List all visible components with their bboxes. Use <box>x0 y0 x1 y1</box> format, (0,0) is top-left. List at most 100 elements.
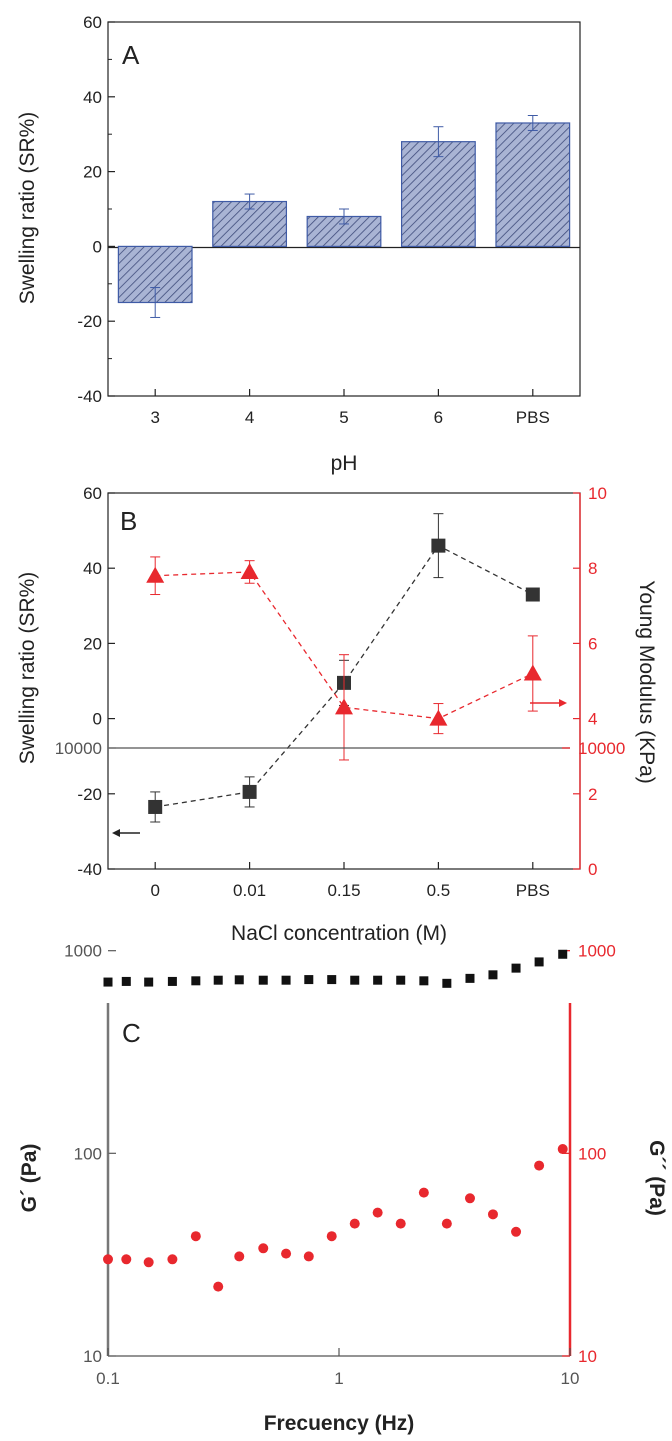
g-double-prime-point <box>281 1248 292 1259</box>
y-tick-label: 10 <box>83 1347 102 1366</box>
g-double-prime-point <box>258 1243 269 1254</box>
g-prime-point <box>191 976 201 986</box>
left-axis-arrow <box>112 829 140 837</box>
x-tick-label: 0.15 <box>327 881 360 900</box>
panel-c: C G´ (Pa) G´´ (Pa) Frecuency (Hz) 101001… <box>18 739 668 1435</box>
x-tick-label: 3 <box>150 408 159 427</box>
g-prime-point <box>144 977 154 987</box>
y-right-tick-label: 100 <box>578 1144 606 1163</box>
panel-c-y-title: G´ (Pa) <box>18 1144 41 1213</box>
g-double-prime-point <box>213 1281 224 1292</box>
y-right-tick-label: 2 <box>588 785 597 804</box>
panel-b-y-axis-right: 0 2 4 6 8 10 <box>573 484 607 879</box>
g-double-prime-point <box>418 1187 429 1198</box>
g-double-prime-point <box>395 1218 406 1229</box>
y-tick-label: 40 <box>83 559 102 578</box>
g-double-prime-point <box>511 1226 522 1237</box>
triangle-marker <box>146 566 165 583</box>
g-prime-point <box>419 976 429 986</box>
g-double-prime-point <box>167 1254 178 1265</box>
g-double-prime-point <box>326 1231 337 1242</box>
g-double-prime-point <box>121 1254 132 1265</box>
y-tick-label: 20 <box>83 634 102 653</box>
x-tick-label: 0.01 <box>233 881 266 900</box>
panel-b-series <box>146 513 542 823</box>
panel-a-y-axis: -40 -20 0 20 40 60 <box>77 13 115 406</box>
g-double-prime-point <box>557 1144 568 1155</box>
y-tick-label: 60 <box>83 484 102 503</box>
y-right-tick-label: 4 <box>588 710 597 729</box>
panel-c-y-axis-right: 10 100 1000 10000 <box>562 739 625 1366</box>
bar <box>495 122 571 248</box>
g-double-prime-point <box>103 1254 113 1265</box>
g-prime-point <box>304 975 314 985</box>
panel-b: B Swelling ratio (SR%) Young Modulus (KP… <box>16 484 658 945</box>
x-tick-label: 6 <box>434 408 443 427</box>
panel-a-bars <box>117 115 571 318</box>
y-right-tick-label: 0 <box>588 860 597 879</box>
g-double-prime-point <box>234 1251 245 1262</box>
g-prime-point <box>281 975 291 985</box>
panel-a-y-title: Swelling ratio (SR%) <box>16 112 39 305</box>
x-tick-label: 0.1 <box>96 1369 120 1388</box>
y-tick-label: 0 <box>93 237 102 256</box>
y-tick-label: -20 <box>77 312 102 331</box>
panel-c-series <box>103 949 568 1292</box>
y-tick-label: 1000 <box>64 942 102 961</box>
square-marker <box>148 799 163 814</box>
g-prime-point <box>465 973 475 983</box>
g-double-prime-point <box>464 1193 475 1204</box>
panel-c-y-axis: 10 100 1000 10000 <box>55 739 116 1366</box>
g-prime-point <box>258 975 268 985</box>
y-right-tick-label: 8 <box>588 559 597 578</box>
g-double-prime-point <box>441 1218 452 1229</box>
y-tick-label: -40 <box>77 860 102 879</box>
swelling-ratio-line <box>155 544 534 808</box>
panel-b-y-axis: -40 -20 0 20 40 60 <box>77 484 115 879</box>
panel-a-x-title: pH <box>331 452 358 475</box>
x-tick-label: 1 <box>334 1369 343 1388</box>
square-marker <box>242 784 257 799</box>
x-tick-label: PBS <box>516 881 550 900</box>
g-double-prime-point <box>534 1160 545 1171</box>
y-tick-label: 0 <box>93 710 102 729</box>
x-tick-label: 0.5 <box>427 881 451 900</box>
panel-b-y-right-title: Young Modulus (KPa) <box>635 580 658 784</box>
g-prime-point <box>396 975 406 985</box>
square-marker <box>431 538 446 553</box>
x-tick-label: 5 <box>339 408 348 427</box>
young-modulus-line <box>155 571 534 720</box>
panel-b-label: B <box>120 506 137 536</box>
y-tick-label: 20 <box>83 163 102 182</box>
x-tick-label: 10 <box>561 1369 580 1388</box>
g-prime-point <box>373 975 383 985</box>
panel-c-y-right-title: G´´ (Pa) <box>645 1140 668 1216</box>
triangle-marker <box>429 709 448 726</box>
g-double-prime-point <box>372 1207 383 1218</box>
g-prime-point <box>534 957 544 967</box>
g-prime-point <box>511 963 521 973</box>
g-prime-point <box>121 976 131 986</box>
panel-c-x-axis: 0.1 1 10 <box>96 1348 579 1388</box>
g-double-prime-point <box>349 1218 360 1229</box>
g-double-prime-point <box>190 1231 201 1242</box>
g-prime-point <box>167 976 177 986</box>
g-prime-point <box>213 975 223 985</box>
triangle-marker <box>240 562 259 579</box>
y-tick-label: 100 <box>74 1144 102 1163</box>
g-prime-point <box>327 975 337 985</box>
bar <box>400 141 476 247</box>
y-tick-label: 60 <box>83 13 102 32</box>
g-double-prime-point <box>303 1251 314 1262</box>
g-prime-point <box>558 949 568 959</box>
x-tick-label: 4 <box>245 408 254 427</box>
triangle-marker <box>523 664 542 681</box>
x-tick-label: 0 <box>150 881 159 900</box>
x-tick-label: PBS <box>516 408 550 427</box>
square-marker <box>525 587 540 602</box>
bar <box>306 215 382 247</box>
panel-c-label: C <box>122 1018 141 1048</box>
y-right-tick-label: 10 <box>578 1347 597 1366</box>
y-tick-label: 10000 <box>55 739 102 758</box>
